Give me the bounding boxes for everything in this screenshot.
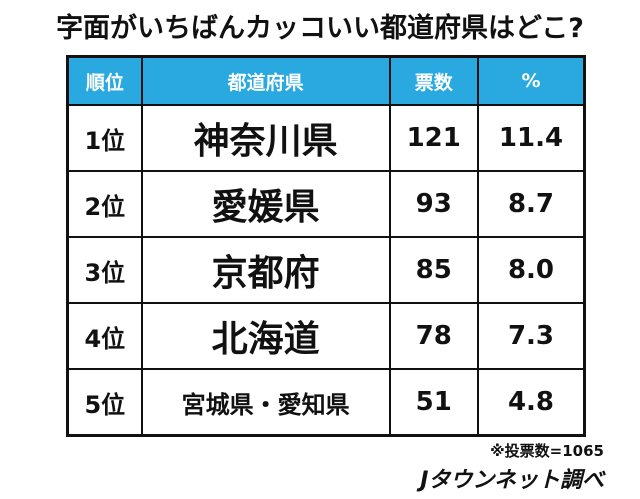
source: Jタウンネット調べ [420,468,604,493]
table-cell: 7.3 [476,302,586,370]
table-cell: 8.7 [476,170,586,238]
footnote: ※投票数=1065 [490,442,604,460]
table-row: 4位 北海道 78 7.3 [66,302,586,370]
table-body: 1位 神奈川県 121 11.4 2位 愛媛県 93 8.7 3位 京都府 85 8.0 4位 北海道 78… [66,104,586,437]
table-cell: 78 [388,302,479,370]
table-row: 2位 愛媛県 93 8.7 [66,170,586,238]
table-cell: 神奈川県 [140,104,391,172]
table-cell: 8.0 [476,236,586,304]
table-cell: 121 [388,104,479,172]
table-cell: 3位 [66,236,143,304]
table-cell: 4位 [66,302,143,370]
table-row: 5位 宮城県・愛知県 51 4.8 [66,368,586,437]
table-cell: 5位 [66,368,143,437]
column-header: 順位 [66,55,143,106]
table-cell: 51 [388,368,479,437]
table-cell: 85 [388,236,479,304]
table-cell: 1位 [66,104,143,172]
table-row: 3位 京都府 85 8.0 [66,236,586,304]
table-cell: 93 [388,170,479,238]
table-cell: 4.8 [476,368,586,437]
ranking-table: 順位 都道府県 票数% 1位 神奈川県 121 11.4 2位 愛媛県 93 8.7 3位 京都府 85… [66,55,586,437]
table-cell: 宮城県・愛知県 [140,368,391,437]
column-header: 都道府県 [140,55,391,106]
table-cell: 11.4 [476,104,586,172]
table-cell: 2位 [66,170,143,238]
table-head: 順位 都道府県 票数% [66,55,586,106]
column-header: % [476,55,586,106]
header-row: 順位 都道府県 票数% [66,55,586,106]
table-cell: 愛媛県 [140,170,391,238]
title: 字面がいちばんカッコいい都道府県はどこ? [56,13,584,44]
table-row: 1位 神奈川県 121 11.4 [66,104,586,172]
column-header: 票数 [388,55,479,106]
table-cell: 北海道 [140,302,391,370]
table-cell: 京都府 [140,236,391,304]
